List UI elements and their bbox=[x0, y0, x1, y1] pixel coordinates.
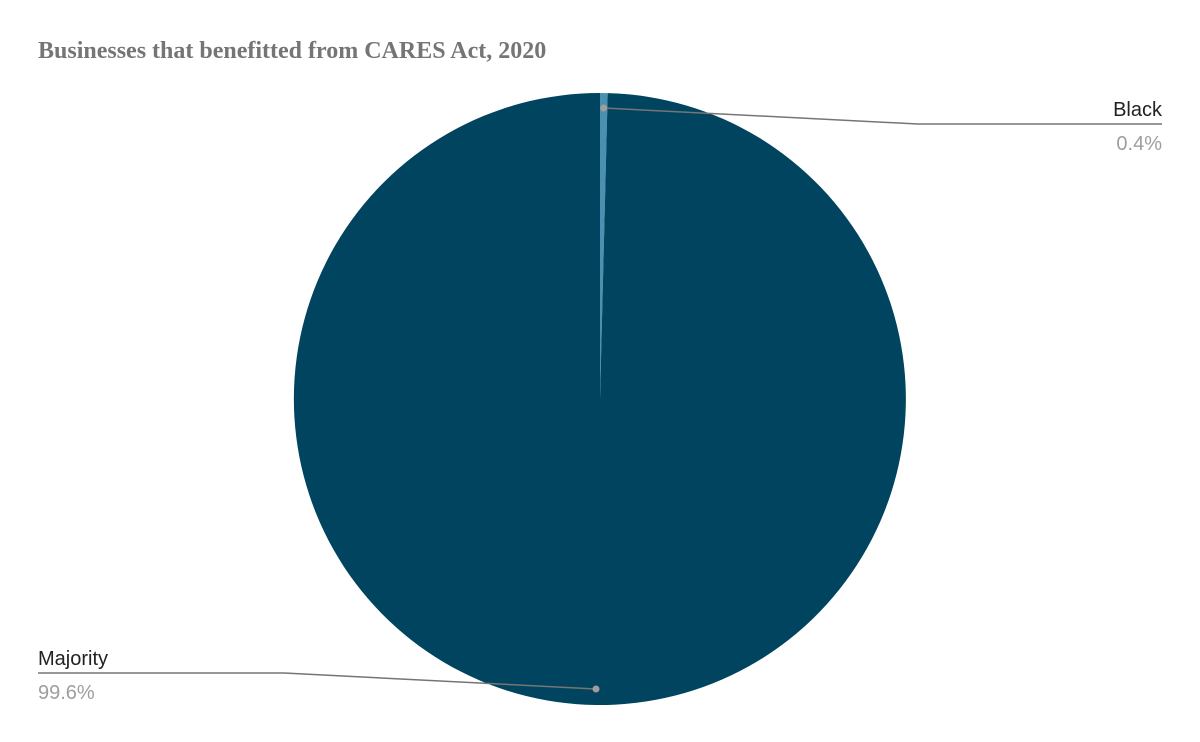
leader-line-majority bbox=[38, 672, 597, 690]
slice-label-majority: Majority bbox=[38, 648, 108, 670]
pie-slice-black bbox=[600, 93, 608, 399]
slice-percent-black: 0.4% bbox=[1116, 133, 1162, 155]
slice-label-black: Black bbox=[1113, 99, 1163, 121]
leader-dot-majority bbox=[592, 685, 600, 693]
leader-line-black bbox=[603, 107, 1162, 125]
pie-slice-majority bbox=[293, 92, 906, 705]
labels-layer: Black 0.4% Majority 99.6% bbox=[38, 99, 1163, 704]
leader-dot-black bbox=[600, 104, 608, 112]
slice-percent-majority: 99.6% bbox=[38, 682, 95, 704]
slices-layer bbox=[293, 92, 906, 705]
leaders-layer bbox=[38, 104, 1162, 693]
chart-title: Businesses that benefitted from CARES Ac… bbox=[38, 38, 547, 64]
